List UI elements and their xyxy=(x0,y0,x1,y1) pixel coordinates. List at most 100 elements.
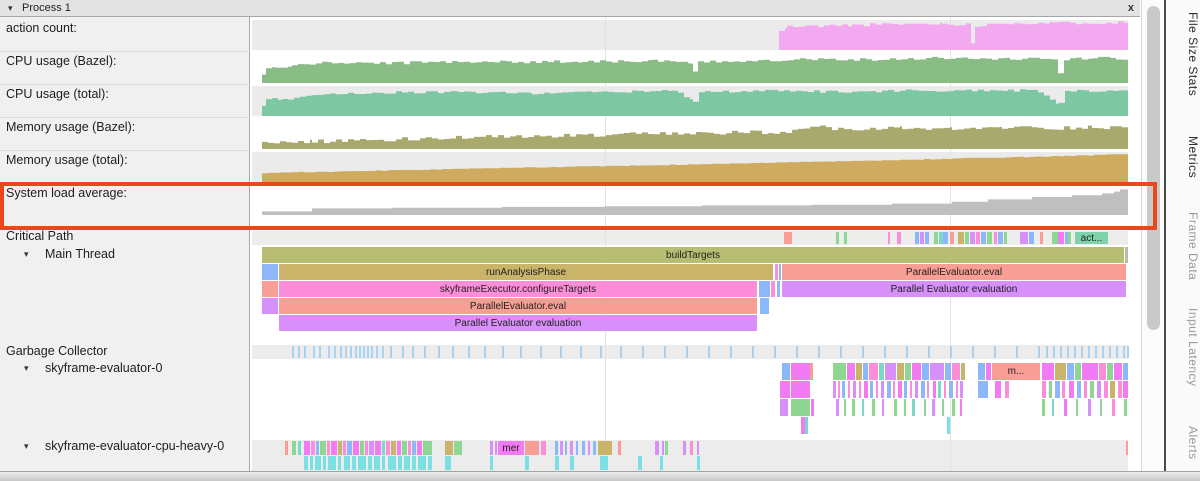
trace-slice[interactable] xyxy=(418,456,426,470)
trace-slice[interactable] xyxy=(1076,399,1078,416)
gc-event-tick[interactable] xyxy=(355,346,357,358)
trace-slice[interactable] xyxy=(987,232,992,244)
trace-slice[interactable] xyxy=(660,456,663,470)
trace-slice[interactable] xyxy=(938,381,941,398)
trace-slice[interactable] xyxy=(904,381,907,398)
trace-slice[interactable] xyxy=(921,381,925,398)
trace-slice[interactable] xyxy=(904,399,906,416)
trace-slice[interactable] xyxy=(565,441,567,455)
trace-slice[interactable] xyxy=(262,281,278,297)
gc-event-tick[interactable] xyxy=(345,346,347,358)
gc-event-tick[interactable] xyxy=(468,346,470,358)
trace-slice[interactable] xyxy=(1126,441,1128,455)
trace-slice[interactable] xyxy=(956,381,958,398)
trace-slice[interactable] xyxy=(353,441,359,455)
counter-chart-cpu-usage-bazel[interactable] xyxy=(252,53,1128,83)
gc-event-tick[interactable] xyxy=(752,346,754,358)
trace-slice[interactable] xyxy=(859,381,861,398)
trace-slice[interactable] xyxy=(445,456,451,470)
tab-file-size-stats[interactable]: File Size Stats xyxy=(1186,12,1200,97)
trace-slice[interactable] xyxy=(1068,232,1071,244)
trace-slice[interactable] xyxy=(952,363,960,380)
trace-slice[interactable] xyxy=(315,456,321,470)
trace-slice[interactable] xyxy=(978,363,985,380)
gc-event-tick[interactable] xyxy=(730,346,732,358)
slice-parallel-evaluator-evaluation[interactable]: Parallel Evaluator evaluation xyxy=(782,281,1126,297)
trace-slice[interactable] xyxy=(404,456,410,470)
trace-slice[interactable] xyxy=(358,456,366,470)
trace-slice[interactable] xyxy=(292,441,296,455)
gc-event-tick[interactable] xyxy=(484,346,486,358)
timeline-area[interactable]: act... buildTargets runAnalysisPhase Parall… xyxy=(252,17,1140,471)
gc-event-tick[interactable] xyxy=(1067,346,1069,358)
gc-event-tick[interactable] xyxy=(884,346,886,358)
trace-slice[interactable] xyxy=(791,381,810,398)
trace-slice[interactable] xyxy=(836,232,839,244)
trace-slice[interactable] xyxy=(881,381,884,398)
trace-slice[interactable] xyxy=(382,441,385,455)
trace-slice[interactable] xyxy=(343,441,346,455)
trace-slice[interactable] xyxy=(925,232,929,244)
trace-slice[interactable] xyxy=(930,363,944,380)
trace-slice[interactable] xyxy=(847,363,855,380)
trace-slice[interactable] xyxy=(1082,363,1098,380)
gc-event-tick[interactable] xyxy=(1038,346,1040,358)
slice-skyframeexecutor-configuretargets[interactable]: skyframeExecutor.configureTargets xyxy=(279,281,757,297)
trace-slice[interactable] xyxy=(1124,399,1127,416)
gc-event-tick[interactable] xyxy=(359,346,361,358)
trace-slice[interactable] xyxy=(1112,399,1115,416)
trace-slice[interactable] xyxy=(791,399,810,416)
trace-slice[interactable] xyxy=(1127,247,1128,263)
trace-slice[interactable] xyxy=(1042,399,1045,416)
trace-slice[interactable] xyxy=(525,441,539,455)
gc-event-tick[interactable] xyxy=(350,346,352,358)
tab-alerts[interactable]: Alerts xyxy=(1186,426,1200,460)
gc-event-tick[interactable] xyxy=(1016,346,1018,358)
trace-slice[interactable] xyxy=(445,441,453,455)
trace-slice[interactable] xyxy=(960,399,962,416)
trace-slice[interactable] xyxy=(947,417,950,434)
trace-slice[interactable] xyxy=(869,363,878,380)
trace-slice[interactable] xyxy=(965,232,969,244)
counter-chart-system-load-average[interactable] xyxy=(252,185,1128,215)
vertical-scrollbar-thumb[interactable] xyxy=(1147,6,1160,330)
gc-event-tick[interactable] xyxy=(1060,346,1062,358)
trace-slice[interactable] xyxy=(344,456,350,470)
gc-event-tick[interactable] xyxy=(1127,346,1129,358)
trace-slice[interactable] xyxy=(697,441,699,455)
trace-slice[interactable] xyxy=(1075,363,1081,380)
gc-event-tick[interactable] xyxy=(371,346,373,358)
trace-slice[interactable] xyxy=(994,232,997,244)
gc-event-tick[interactable] xyxy=(972,346,974,358)
trace-slice[interactable] xyxy=(759,281,770,297)
gc-event-tick[interactable] xyxy=(840,346,842,358)
trace-slice[interactable] xyxy=(844,232,847,244)
trace-slice[interactable] xyxy=(915,381,918,398)
track-label-skyframe-evaluator-cpu-heavy-0[interactable]: skyframe-evaluator-cpu-heavy-0 xyxy=(45,439,225,453)
trace-slice[interactable] xyxy=(905,363,911,380)
gc-event-tick[interactable] xyxy=(1102,346,1104,358)
gc-event-tick[interactable] xyxy=(560,346,562,358)
trace-slice[interactable] xyxy=(618,441,621,455)
trace-slice[interactable] xyxy=(864,381,868,398)
trace-slice[interactable] xyxy=(368,456,372,470)
trace-slice[interactable] xyxy=(331,441,337,455)
trace-slice[interactable] xyxy=(352,456,356,470)
gc-event-tick[interactable] xyxy=(818,346,820,358)
collapse-arrow-icon[interactable]: ▾ xyxy=(24,363,29,373)
trace-slice[interactable] xyxy=(863,363,868,380)
trace-slice[interactable] xyxy=(328,456,336,470)
trace-slice[interactable] xyxy=(582,441,585,455)
trace-slice[interactable] xyxy=(912,363,921,380)
trace-slice[interactable] xyxy=(386,441,390,455)
trace-slice[interactable] xyxy=(310,456,313,470)
trace-slice[interactable] xyxy=(412,456,416,470)
trace-slice[interactable] xyxy=(423,441,432,455)
gc-event-tick[interactable] xyxy=(424,346,426,358)
trace-slice[interactable] xyxy=(600,456,608,470)
trace-slice[interactable] xyxy=(598,441,612,455)
trace-slice[interactable] xyxy=(665,441,668,455)
trace-slice[interactable] xyxy=(655,441,659,455)
trace-slice[interactable] xyxy=(525,456,529,470)
gc-event-tick[interactable] xyxy=(708,346,710,358)
